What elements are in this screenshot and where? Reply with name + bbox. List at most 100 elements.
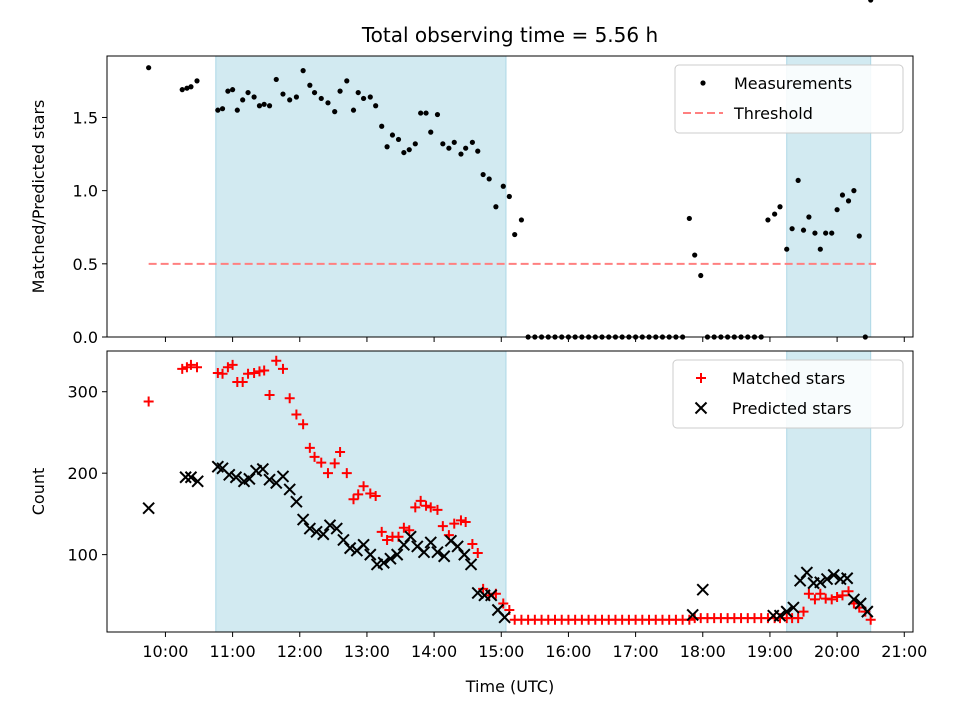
- data-point: [865, 614, 876, 625]
- data-point: [431, 545, 444, 559]
- data-point: [365, 488, 376, 499]
- data-point: [404, 525, 415, 536]
- data-point: [223, 468, 236, 482]
- data-point: [795, 177, 801, 184]
- data-point: [185, 359, 196, 370]
- data-point: [263, 473, 276, 486]
- data-point: [823, 230, 829, 236]
- data-point: [276, 470, 290, 483]
- data-point: [851, 188, 857, 194]
- data-point: [780, 605, 793, 618]
- data-point: [296, 513, 310, 526]
- data-point: [350, 107, 357, 113]
- data-point: [467, 539, 478, 550]
- data-point: [493, 204, 499, 210]
- data-point: [184, 471, 198, 484]
- data-point: [817, 246, 823, 252]
- data-point: [188, 84, 194, 90]
- data-point: [341, 468, 352, 479]
- data-point: [518, 217, 525, 223]
- data-point: [809, 594, 820, 605]
- data-point: [266, 103, 273, 109]
- data-point: [829, 230, 835, 236]
- data-point: [335, 446, 346, 457]
- data-point: [480, 171, 486, 178]
- data-point: [343, 541, 357, 555]
- data-point: [229, 471, 243, 484]
- data-point: [271, 355, 282, 366]
- data-point: [293, 94, 300, 100]
- data-point: [401, 149, 407, 156]
- data-point: [355, 89, 361, 96]
- data-point: [451, 139, 457, 145]
- data-point: [227, 359, 238, 370]
- data-point: [861, 605, 874, 618]
- data-point: [398, 522, 409, 533]
- data-point: [329, 458, 340, 469]
- data-point: [217, 368, 228, 379]
- data-point: [806, 214, 812, 220]
- data-point: [506, 193, 512, 200]
- data-point: [417, 545, 431, 559]
- y-axis-label: Matched/Predicted stars: [29, 100, 48, 294]
- data-point: [512, 231, 518, 238]
- data-point: [772, 211, 778, 217]
- data-point: [486, 176, 492, 182]
- data-point: [234, 107, 240, 113]
- data-point: [330, 522, 343, 535]
- data-point: [300, 68, 306, 74]
- data-point: [421, 500, 432, 511]
- data-point: [284, 393, 295, 404]
- data-point: [789, 226, 795, 232]
- y-tick-label: 0.5: [73, 255, 98, 274]
- data-point: [251, 94, 257, 100]
- series-matched-stars: [143, 355, 876, 625]
- data-point: [384, 552, 397, 565]
- data-point: [364, 548, 377, 561]
- data-point: [832, 591, 843, 602]
- data-point: [845, 198, 852, 204]
- data-point: [692, 252, 698, 258]
- data-point: [484, 589, 498, 602]
- y-tick-label: 1.5: [73, 108, 98, 127]
- series-measurements: [146, 0, 874, 340]
- data-point: [290, 495, 303, 508]
- data-point: [377, 556, 390, 569]
- data-point: [814, 576, 827, 589]
- data-point: [357, 538, 370, 552]
- data-point: [460, 517, 471, 528]
- data-point: [177, 363, 188, 374]
- data-point: [298, 419, 309, 430]
- legend-label: Measurements: [734, 74, 852, 93]
- legend: Matched stars Predicted stars: [672, 359, 904, 429]
- data-point: [179, 87, 185, 93]
- data-point: [219, 106, 226, 112]
- data-point: [367, 94, 373, 100]
- data-point: [390, 548, 404, 561]
- data-point: [432, 504, 443, 515]
- data-point: [243, 472, 256, 486]
- x-tick-label: 14:00: [411, 642, 457, 661]
- data-point: [337, 533, 350, 547]
- data-point: [455, 515, 466, 526]
- data-point: [425, 502, 436, 513]
- data-point: [854, 597, 867, 610]
- data-point: [856, 233, 862, 239]
- data-point: [418, 110, 424, 116]
- data-point: [332, 109, 338, 115]
- data-point: [463, 145, 469, 151]
- x-tick-label: 18:00: [680, 642, 726, 661]
- data-point: [686, 608, 699, 622]
- x-tick-label: 21:00: [881, 642, 927, 661]
- legend-box: [672, 359, 904, 429]
- x-tick-label: 10:00: [142, 642, 188, 661]
- data-point: [464, 558, 478, 571]
- data-point: [256, 462, 270, 476]
- data-point: [428, 129, 434, 135]
- data-point: [325, 100, 331, 106]
- data-point: [191, 475, 204, 488]
- data-point: [868, 0, 874, 3]
- data-point: [318, 95, 324, 102]
- legend-marker: [700, 80, 706, 86]
